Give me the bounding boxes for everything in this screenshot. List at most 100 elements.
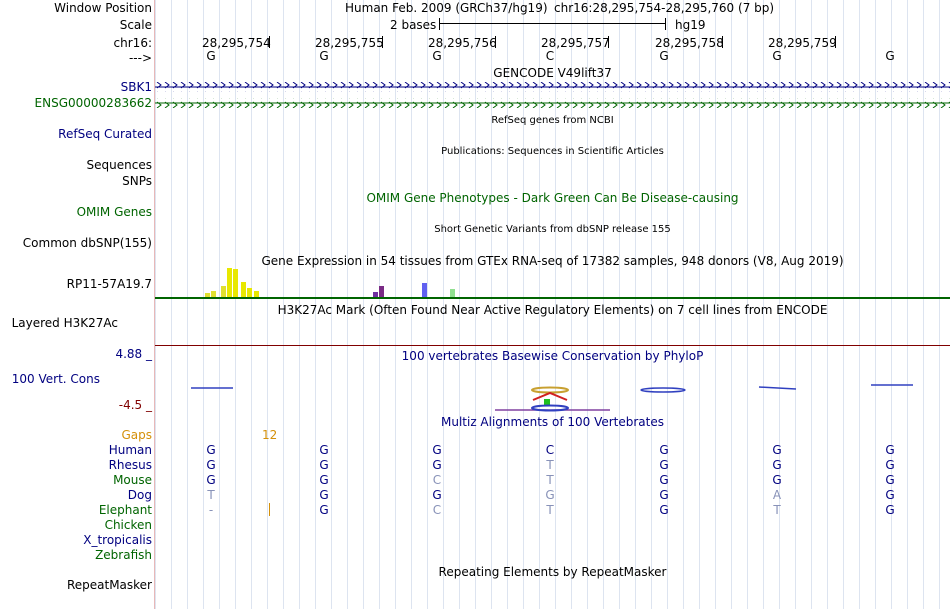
alignment-base: G [659, 443, 669, 457]
cons-logo-t [544, 399, 550, 405]
coordinate-tick [495, 36, 496, 48]
gtex-bar [247, 288, 252, 297]
gridline [811, 0, 812, 609]
multiz-title: Multiz Alignments of 100 Vertebrates [440, 415, 665, 429]
species-label-x_tropicalis[interactable]: X_tropicalis [83, 533, 152, 547]
alignment-base: C [432, 473, 442, 487]
coordinate-label: 28,295,756 [428, 36, 497, 50]
cons-title: 100 vertebrates Basewise Conservation by… [401, 349, 704, 363]
alignment-base: T [773, 503, 781, 517]
alignment-base: G [659, 473, 669, 487]
track-label-sbk1[interactable]: SBK1 [120, 80, 152, 94]
track-label-repeatmasker[interactable]: RepeatMasker [66, 578, 152, 592]
gridline [667, 0, 668, 609]
gridline [699, 0, 700, 609]
repeat-title: Repeating Elements by RepeatMasker [438, 565, 667, 579]
track-label-sequences[interactable]: Sequences [86, 158, 152, 172]
coordinate-tick [382, 36, 383, 48]
alignment-base: G [772, 443, 782, 457]
assembly-text: Human Feb. 2009 (GRCh37/hg19) [345, 1, 548, 15]
coordinate-tick [835, 36, 836, 48]
gridline [571, 0, 572, 609]
species-label-zebrafish[interactable]: Zebrafish [95, 548, 152, 562]
gridline [555, 0, 556, 609]
gtex-bar-chart[interactable] [155, 268, 950, 299]
cons-max-label: 4.88 _ [115, 347, 152, 361]
gridline [795, 0, 796, 609]
reference-base: G [885, 49, 895, 63]
coordinate-label: 28,295,755 [315, 36, 384, 50]
cons-plot[interactable] [155, 380, 950, 414]
cons-logo-a [532, 391, 568, 401]
species-label-human[interactable]: Human [108, 443, 152, 457]
ensg-strand-arrows [155, 98, 950, 108]
gridline [747, 0, 748, 609]
alignment-base: T [546, 458, 554, 472]
species-label-mouse[interactable]: Mouse [113, 473, 152, 487]
gridline [331, 0, 332, 609]
coordinate-label: 28,295,757 [541, 36, 610, 50]
gridline [763, 0, 764, 609]
species-label-elephant[interactable]: Elephant [98, 503, 152, 517]
alignment-base: G [319, 488, 329, 502]
track-label-snps[interactable]: SNPs [122, 174, 152, 188]
coordinate-tick [269, 36, 270, 48]
gaps-value: 12 [262, 428, 278, 442]
species-label-rhesus[interactable]: Rhesus [108, 458, 152, 472]
alignment-base: C [545, 443, 555, 457]
position-text: chr16:28,295,754-28,295,760 (7 bp) [554, 1, 775, 15]
reference-base: G [772, 49, 782, 63]
coordinate-label: 28,295,754 [202, 36, 271, 50]
gtex-bar [254, 291, 259, 297]
track-label-dbsnp[interactable]: Common dbSNP(155) [22, 236, 152, 250]
reference-base: G [206, 49, 216, 63]
gridline [827, 0, 828, 609]
gridline [411, 0, 412, 609]
label-divider [154, 0, 155, 609]
reference-base: G [659, 49, 669, 63]
gridline [923, 0, 924, 609]
gridline [363, 0, 364, 609]
species-label-dog[interactable]: Dog [127, 488, 152, 502]
alignment-base: G [432, 443, 442, 457]
gtex-bar [233, 269, 238, 297]
alignment-base: G [545, 488, 555, 502]
gridline [715, 0, 716, 609]
species-label-chicken[interactable]: Chicken [104, 518, 152, 532]
track-label-cons[interactable]: 100 Vert. Cons [11, 372, 100, 386]
gtex-bar [379, 286, 384, 297]
alignment-base: G [206, 458, 216, 472]
cons-min-label: -4.5 _ [118, 398, 152, 412]
cons-logo-g [531, 386, 569, 394]
reference-base: C [545, 49, 555, 63]
gridline [507, 0, 508, 609]
gencode-gene-lines[interactable] [155, 80, 950, 112]
gridline [235, 0, 236, 609]
track-label-h3k27ac[interactable]: Layered H3K27Ac [11, 316, 118, 330]
cons-logo-c [531, 404, 569, 412]
track-label-refseq[interactable]: RefSeq Curated [58, 127, 152, 141]
cons-mark [758, 386, 797, 390]
gridline [459, 0, 460, 609]
gridline [219, 0, 220, 609]
alignment-base: G [206, 473, 216, 487]
window-position-label: Window Position [54, 1, 152, 15]
track-label-omim[interactable]: OMIM Genes [76, 205, 152, 219]
alignment-base: G [885, 443, 895, 457]
gridline [939, 0, 940, 609]
gtex-bar [227, 268, 232, 297]
alignment-base: T [546, 473, 554, 487]
gtex-baseline [155, 297, 950, 299]
alignment-base: G [319, 443, 329, 457]
gridline [171, 0, 172, 609]
track-label-gaps[interactable]: Gaps [121, 428, 152, 442]
alignment-base: C [432, 503, 442, 517]
scale-db-text: hg19 [675, 18, 706, 32]
track-label-ensg[interactable]: ENSG00000283662 [34, 96, 152, 110]
alignment-base: G [659, 488, 669, 502]
track-label-gtex[interactable]: RP11-57A19.7 [66, 277, 152, 291]
gridline [875, 0, 876, 609]
alignment-base: G [319, 473, 329, 487]
gridline [891, 0, 892, 609]
coordinate-tick [722, 36, 723, 48]
